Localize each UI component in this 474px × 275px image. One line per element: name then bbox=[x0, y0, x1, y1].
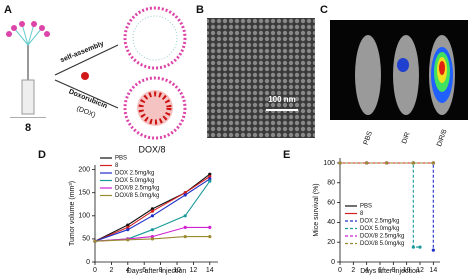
x-tick-label: 8 bbox=[159, 267, 163, 274]
point bbox=[365, 161, 369, 165]
x-tick-label: 6 bbox=[142, 267, 146, 274]
y-tick-label: 0 bbox=[86, 259, 90, 266]
x-tick-label: 10 bbox=[403, 267, 411, 274]
micelle-core bbox=[132, 15, 178, 61]
panel-label: D bbox=[38, 149, 46, 161]
y-tick-label: 50 bbox=[82, 236, 90, 243]
point bbox=[126, 228, 130, 232]
legend-label: DOX/8 2.5mg/kg bbox=[360, 234, 404, 240]
tem-image bbox=[207, 18, 315, 138]
point bbox=[126, 238, 130, 242]
arrows bbox=[54, 44, 119, 109]
point bbox=[418, 245, 422, 249]
y-tick-label: 100 bbox=[78, 213, 90, 220]
point bbox=[208, 172, 212, 176]
x-tick-label: 14 bbox=[206, 267, 214, 274]
x-tick-label: 0 bbox=[338, 267, 342, 274]
x-tick-label: 4 bbox=[126, 267, 130, 274]
point bbox=[431, 161, 435, 165]
x-tick-label: 4 bbox=[365, 267, 369, 274]
point bbox=[150, 209, 154, 213]
y-tick-label: 20 bbox=[327, 239, 335, 246]
legend-label: 8 bbox=[115, 163, 119, 169]
compound-label: 8 bbox=[25, 122, 31, 134]
point bbox=[183, 234, 187, 239]
scale-bar-label: 100 nm bbox=[268, 95, 296, 104]
point bbox=[208, 177, 212, 181]
point bbox=[150, 237, 154, 241]
point bbox=[431, 248, 435, 252]
arrow-label: self-assembly bbox=[59, 40, 105, 64]
legend-label: DOX/8 5.0mg/kg bbox=[360, 241, 404, 247]
micelle-loaded bbox=[123, 76, 187, 140]
legend-label: DOX 2.5mg/kg bbox=[360, 219, 399, 225]
x-tick-label: 14 bbox=[429, 267, 437, 274]
y-tick-label: 200 bbox=[78, 166, 90, 173]
x-tick-label: 12 bbox=[416, 267, 424, 274]
y-tick-label: 0 bbox=[331, 259, 335, 266]
mice bbox=[355, 35, 455, 115]
point bbox=[150, 228, 154, 232]
y-tick-label: 150 bbox=[78, 190, 90, 197]
legend-label: PBS bbox=[360, 204, 372, 210]
point bbox=[126, 225, 130, 229]
x-tick-label: 8 bbox=[391, 267, 395, 274]
point bbox=[126, 223, 130, 227]
legend-label: DOX 5.0mg/kg bbox=[360, 226, 399, 232]
product-label: DOX/8 bbox=[138, 144, 165, 154]
scale-bar bbox=[266, 109, 298, 111]
point bbox=[208, 234, 212, 239]
x-tick-label: 10 bbox=[173, 267, 181, 274]
arrow-label: Doxorubicin bbox=[68, 88, 108, 110]
panel-label: C bbox=[320, 4, 328, 16]
dox-dot bbox=[81, 72, 89, 80]
panel-label: E bbox=[283, 149, 290, 161]
mouse-label: PBS bbox=[363, 130, 374, 146]
point bbox=[183, 214, 187, 218]
point bbox=[385, 161, 389, 165]
y-tick-label: 40 bbox=[327, 219, 335, 226]
point bbox=[183, 225, 187, 229]
point bbox=[411, 245, 415, 249]
y-axis-label: Tumor volume (mm³) bbox=[69, 181, 76, 246]
legend-label: DOX/8 2.5mg/kg bbox=[115, 186, 159, 192]
mouse-label: DiR/8 bbox=[436, 129, 449, 148]
legend-label: 8 bbox=[360, 211, 364, 217]
dox-particles bbox=[138, 91, 172, 125]
point bbox=[208, 225, 212, 229]
y-tick-label: 80 bbox=[327, 180, 335, 187]
panel-label: A bbox=[4, 4, 12, 16]
legend-label: DOX 5.0mg/kg bbox=[115, 178, 154, 184]
legend-label: DOX/8 5.0mg/kg bbox=[115, 193, 159, 199]
panel-label: B bbox=[196, 4, 204, 16]
x-axis-label: Days after injection bbox=[127, 268, 187, 275]
mouse-label: DiR bbox=[401, 131, 412, 144]
y-tick-label: 100 bbox=[323, 160, 335, 167]
x-tick-label: 12 bbox=[190, 267, 198, 274]
point bbox=[150, 234, 154, 239]
point bbox=[150, 214, 154, 218]
y-tick-label: 60 bbox=[327, 199, 335, 206]
x-tick-label: 2 bbox=[109, 267, 113, 274]
point bbox=[208, 179, 212, 183]
arrow-sublabel: (DOX) bbox=[75, 105, 96, 119]
micelle bbox=[123, 6, 187, 70]
point bbox=[183, 193, 187, 197]
divider bbox=[10, 117, 46, 118]
point bbox=[208, 174, 212, 179]
point bbox=[93, 239, 97, 243]
point bbox=[150, 207, 154, 211]
x-tick-label: 2 bbox=[351, 267, 355, 274]
legend-label: DOX 2.5mg/kg bbox=[115, 171, 154, 177]
x-axis-label: Days after injection bbox=[360, 268, 420, 275]
molecule bbox=[6, 21, 50, 115]
x-tick-label: 0 bbox=[93, 267, 97, 274]
point bbox=[183, 191, 187, 195]
point bbox=[411, 161, 415, 165]
legend-label: PBS bbox=[115, 156, 127, 162]
x-tick-label: 6 bbox=[378, 267, 382, 274]
point bbox=[338, 161, 342, 165]
y-axis-label: Mice survival (%) bbox=[313, 183, 320, 236]
